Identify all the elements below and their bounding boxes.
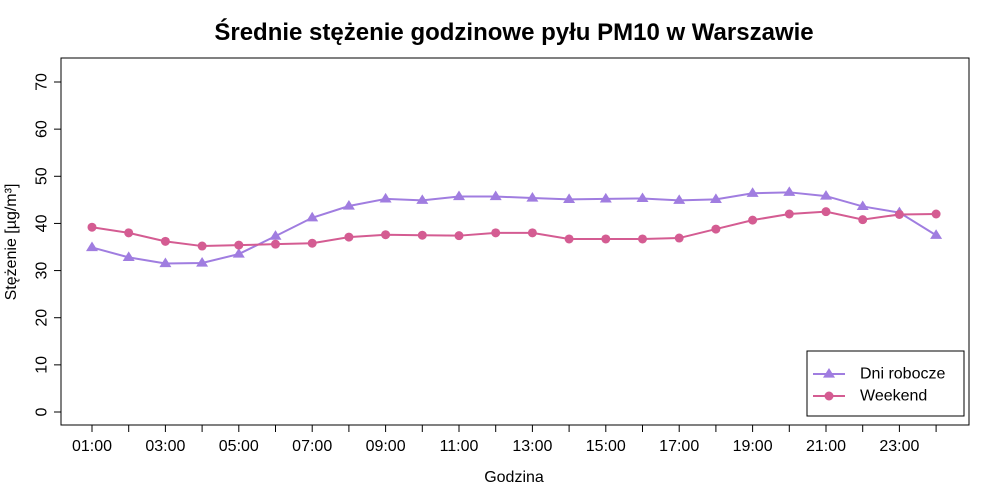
legend-box	[806, 350, 965, 417]
series-line	[91, 191, 937, 265]
legend-label: Dni robocze	[860, 366, 945, 383]
x-tick-label: 17:00	[659, 438, 699, 455]
data-point-circle	[417, 230, 427, 240]
data-point-circle	[564, 234, 574, 244]
y-axis-label: Stężenie [µg/m³]	[3, 184, 20, 301]
y-tick-label: 10	[34, 356, 51, 374]
data-point-triangle	[453, 190, 465, 201]
data-point-circle	[638, 234, 647, 244]
x-axis: 01:00 03:00 05:00 07:00 09:00 11:00 13:00 15:00…	[72, 424, 937, 455]
y-tick-label: 40	[34, 214, 51, 232]
data-point-triangle	[673, 194, 686, 204]
x-tick-label: 01:00	[72, 438, 112, 455]
data-point-circle	[748, 215, 758, 225]
x-tick-label: 05:00	[219, 438, 259, 455]
legend-marker-circle	[824, 391, 834, 401]
y-tick-label: 70	[34, 73, 51, 91]
data-point-triangle	[232, 248, 245, 258]
x-tick-label: 09:00	[366, 438, 406, 455]
x-axis-label: Godzina	[484, 469, 544, 486]
data-point-triangle	[306, 211, 319, 222]
data-point-circle	[894, 209, 904, 219]
legend-entry: Weekend	[813, 388, 927, 405]
data-point-circle	[381, 230, 391, 240]
x-tick-label: 23:00	[879, 438, 919, 455]
data-point-triangle	[820, 190, 832, 200]
chart-title: Średnie stężenie godzinowe pyłu PM10 w W…	[214, 18, 813, 46]
y-tick-label: 30	[34, 262, 51, 280]
data-point-circle	[197, 241, 207, 251]
data-point-triangle	[489, 190, 502, 201]
data-point-circle	[784, 209, 794, 219]
x-tick-label: 07:00	[292, 438, 332, 455]
y-axis: 0 10 20 30 40 50 60 70	[34, 73, 62, 416]
data-point-circle	[160, 236, 170, 246]
x-tick-label: 11:00	[440, 438, 479, 455]
data-point-triangle	[196, 257, 209, 267]
data-point-triangle	[269, 230, 282, 240]
y-tick-label: 20	[34, 309, 51, 327]
series-layer	[86, 186, 943, 268]
data-point-triangle	[342, 199, 355, 210]
data-point-triangle	[709, 193, 722, 203]
data-point-circle	[491, 228, 501, 238]
data-point-circle	[601, 234, 611, 244]
x-tick-label: 03:00	[145, 438, 185, 455]
data-point-triangle	[159, 257, 172, 268]
series-line	[91, 210, 937, 248]
series-dni-robocze	[86, 186, 943, 268]
data-point-triangle	[930, 229, 943, 239]
data-point-circle	[711, 224, 721, 234]
y-tick-label: 50	[34, 167, 51, 185]
x-tick-label: 13:00	[512, 438, 552, 455]
x-tick-label: 19:00	[733, 438, 773, 455]
data-point-circle	[821, 207, 831, 217]
data-point-circle	[124, 228, 134, 238]
data-point-triangle	[856, 200, 869, 211]
data-point-circle	[858, 215, 868, 225]
series-weekend	[87, 207, 941, 251]
data-point-triangle	[563, 193, 576, 203]
data-point-circle	[87, 222, 97, 232]
data-point-triangle	[636, 192, 649, 203]
data-point-triangle	[122, 251, 135, 261]
legend-label: Weekend	[860, 388, 927, 405]
legend-marker-triangle	[823, 368, 835, 378]
data-point-triangle	[746, 187, 759, 197]
data-point-triangle	[416, 194, 429, 204]
data-point-circle	[271, 239, 280, 249]
data-point-triangle	[526, 191, 539, 202]
y-tick-label: 60	[34, 120, 51, 138]
legend: Dni robocze Weekend	[806, 350, 965, 417]
data-point-circle	[234, 240, 244, 250]
data-point-circle	[454, 231, 464, 241]
data-point-circle	[527, 228, 537, 238]
y-tick-label: 0	[34, 407, 51, 416]
x-tick-label: 21:00	[806, 438, 846, 455]
data-point-triangle	[86, 241, 98, 252]
data-point-circle	[931, 209, 941, 219]
data-point-circle	[307, 238, 317, 248]
x-tick-label: 15:00	[586, 438, 626, 455]
data-point-triangle	[379, 192, 392, 203]
data-point-triangle	[599, 192, 612, 203]
data-point-circle	[674, 233, 684, 243]
data-point-triangle	[783, 186, 796, 196]
data-point-circle	[344, 232, 354, 242]
legend-entry: Dni robocze	[813, 366, 945, 383]
